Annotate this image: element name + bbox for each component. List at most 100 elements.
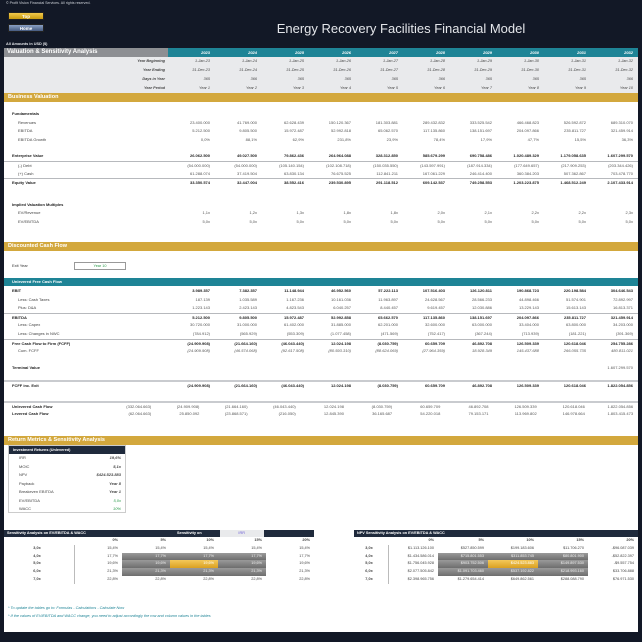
value-cell: 1.822.054.856 xyxy=(607,403,634,409)
value-cell: 112.841.211 xyxy=(376,170,398,176)
business-valuation-grid: Fundamentals Revenues 23.400.000 41.769.000… xyxy=(4,110,638,227)
value-cell: 63.800.000 xyxy=(565,322,586,328)
sensitivity-cell: 19,6% xyxy=(218,560,266,569)
sensitivity-cell: 22,8% xyxy=(203,576,214,581)
value-cell: 17,9% xyxy=(480,136,492,142)
value-cell: 60.659.709 xyxy=(420,403,441,409)
value-cell: (8.030.759) xyxy=(377,383,398,389)
value-cell: 28.566.233 xyxy=(471,296,492,302)
year-header: 2030 xyxy=(530,50,539,55)
value-cell: 1.167.236 xyxy=(286,296,304,302)
value-cell: (565.929) xyxy=(239,330,257,336)
row-label: Free Cash Flow to Firm (FCFF) xyxy=(12,340,71,346)
value-cell: 2,0x xyxy=(437,210,445,216)
value-cell: (21.664.160) xyxy=(234,340,257,346)
sensitivity-cell: $2.077.505.842 xyxy=(388,568,438,576)
value-cell: 333.525.542 xyxy=(469,119,492,125)
home-button[interactable]: Home xyxy=(8,24,44,32)
metric-value[interactable]: 5,0x xyxy=(113,497,121,503)
row-values: 187.139 1.035.589 1.167.236 10.161.036 11.96… xyxy=(168,296,638,305)
value-cell: 62.201.000 xyxy=(377,322,398,328)
row-values: 5.212.500 9.805.500 15.972.487 52.992.858 65… xyxy=(168,314,638,322)
value-cell: 23,9% xyxy=(386,136,398,142)
value-cell: (21.664.160) xyxy=(234,383,257,389)
year-header: 2025 xyxy=(295,50,304,55)
metric-value[interactable]: 10% xyxy=(112,506,121,511)
value-cell: (46.043.440) xyxy=(281,340,304,346)
value-cell: 46.952.560 xyxy=(330,288,351,293)
sensitivity-cell: 22,8% xyxy=(299,576,310,581)
metric-label: NPV xyxy=(19,472,28,477)
value-cell: (92.617.508) xyxy=(281,348,304,354)
sensitivity-cell: $199.183.606 xyxy=(510,545,534,550)
value-cell: (88.624.069) xyxy=(375,348,398,354)
table-row: Levered Cash Flow (62.064.663) 25.850.092(… xyxy=(4,410,638,419)
sensitivity-cell: 21,3% xyxy=(218,568,266,576)
value-cell: 72.892.997 xyxy=(612,296,633,302)
value-cell: 1.607.299.570 xyxy=(607,364,633,370)
top-button[interactable]: Top xyxy=(8,12,44,20)
value-cell: 360.384.203 xyxy=(516,170,539,176)
value-cell: 15.613.143 xyxy=(565,305,586,311)
value-cell: 246.414.400 xyxy=(469,170,492,176)
table-row: Free Cash Flow to Firm (FCFF) (24.909.908… xyxy=(4,338,638,348)
value-cell: 2.423.143 xyxy=(239,305,257,311)
value-cell xyxy=(215,364,262,373)
value-cell: 2,2x xyxy=(578,210,586,216)
value-cell: 4.823.543 xyxy=(286,305,304,311)
value-cell: 1.203.223.875 xyxy=(513,180,539,186)
value-cell: (1.077.458) xyxy=(330,330,351,336)
value-cell xyxy=(450,364,497,373)
value-cell xyxy=(309,364,356,373)
value-cell: 1,8x xyxy=(390,210,398,216)
value-cell: 264.964.088 xyxy=(328,153,351,159)
value-cell: 120.618.046 xyxy=(562,403,585,409)
sensitivity-cell: $11.706.270 xyxy=(563,545,584,550)
column-header: 0% xyxy=(428,538,435,542)
metric-value: Year 8 xyxy=(109,480,121,486)
value-cell: 63.000.000 xyxy=(471,322,492,328)
ufcf-header: Unlevered Free Cash Flow xyxy=(4,278,638,286)
row-label: Less: Capex xyxy=(18,322,41,328)
metric-value: Year 1 xyxy=(109,489,121,494)
row-label: Cum. FCFF xyxy=(18,348,39,354)
initial-cell: (62.064.663) xyxy=(128,410,152,416)
metric-label: MOIC xyxy=(19,463,30,469)
row-values: 1,1x 1,2x 1,3x 1,8x 1,8x 2,0x 2,1x 2,2x 2,2x 2,3x xyxy=(168,209,638,218)
column-header: 5% xyxy=(478,538,485,542)
value-cell: (8.030.759) xyxy=(377,340,398,346)
sensitivity-on-select[interactable]: IRR xyxy=(219,530,264,537)
row-header: 7,0x xyxy=(365,576,373,581)
sensitivity-cell: 21,3% xyxy=(122,568,170,576)
value-cell: 235.811.727 xyxy=(563,314,586,320)
row-values: (784.912) (565.929) (553.309) (1.077.458) (4… xyxy=(168,330,638,339)
timeline-cell: Year 10 xyxy=(619,86,633,90)
timeline-cell: 31-Dec-23 xyxy=(192,68,210,72)
section-dcf: Discounted Cash Flow xyxy=(4,242,638,251)
table-row: EV/Revenue 1,1x 1,2x 1,3x 1,8x 1,8x 2,0x 2,1x 2,… xyxy=(4,209,638,218)
copyright-text: © Profit Vision Financial Services. All … xyxy=(6,1,91,5)
sensitivity-cell: -$96.087.039 xyxy=(611,545,634,550)
timeline-cell: 365 xyxy=(297,77,304,81)
value-cell: 65.662.570 xyxy=(377,314,398,320)
sensitivity-cell: 15,4% xyxy=(203,545,214,550)
irr-sensitivity-table: Sensitivity Analysis on EV/EBITDA & WACC… xyxy=(4,530,314,584)
value-cell: (24.909.908) xyxy=(187,348,210,354)
row-values: (24.909.908) (21.664.160) (46.043.440) 12.0… xyxy=(168,382,638,389)
timeline-cell: 366 xyxy=(438,77,445,81)
exit-year-select[interactable]: Year 10 xyxy=(74,262,126,270)
table-row: (-) Debt (54.000.000) (54.000.000) (105.140… xyxy=(4,160,638,170)
row-label: Less: Changes in NWC xyxy=(18,330,60,336)
row-values: (54.000.000) (54.000.000) (105.140.154) (10… xyxy=(168,162,638,170)
sensitivity-cell: 15,4% xyxy=(74,544,122,553)
value-cell: 5.212.500 xyxy=(192,128,210,134)
sensitivity-cell: 17,7% xyxy=(218,552,266,561)
row-header: 5,0x xyxy=(33,561,41,566)
value-cell: 2,1x xyxy=(484,210,492,216)
value-cell: 9.619.457 xyxy=(427,305,445,311)
sensitivity-cell: $1.434.586.014 xyxy=(388,552,438,561)
value-cell: 204.097.866 xyxy=(516,314,539,320)
value-cell: 480.811.021 xyxy=(611,348,633,354)
value-cell: (24.909.908) xyxy=(187,340,210,346)
row-header: 7,0x xyxy=(33,576,41,581)
